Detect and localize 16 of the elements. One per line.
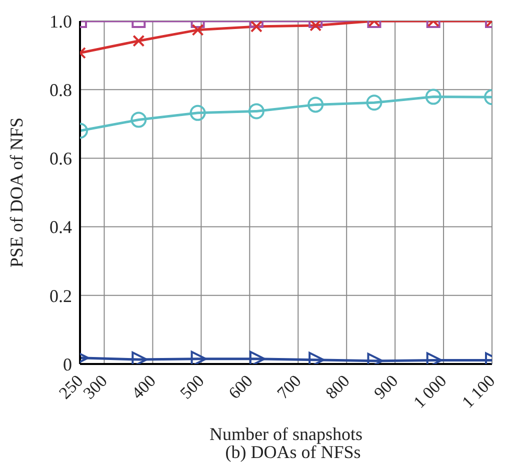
x-tick-label: 500 [176,371,208,403]
x-tick-label: 800 [322,371,354,403]
x-tick-label: 600 [224,371,256,403]
x-tick-label: 900 [370,371,402,403]
y-tick-label: 0.2 [50,286,72,306]
y-tick-label: 0.4 [50,217,72,238]
x-tick-label: 1 000 [410,371,450,412]
y-tick-label: 1.0 [50,11,72,32]
x-tick-label: 400 [128,371,160,403]
x-tick-label: 700 [273,371,305,403]
y-tick-label: 0.8 [50,80,72,100]
y-axis-title: PSE of DOA of NFS [6,117,26,268]
y-tick-label: 0.6 [50,148,72,169]
x-axis-title: Number of snapshots [210,424,362,444]
x-tick-label: 1 100 [458,371,499,412]
y-tick-label: 0 [63,354,72,374]
